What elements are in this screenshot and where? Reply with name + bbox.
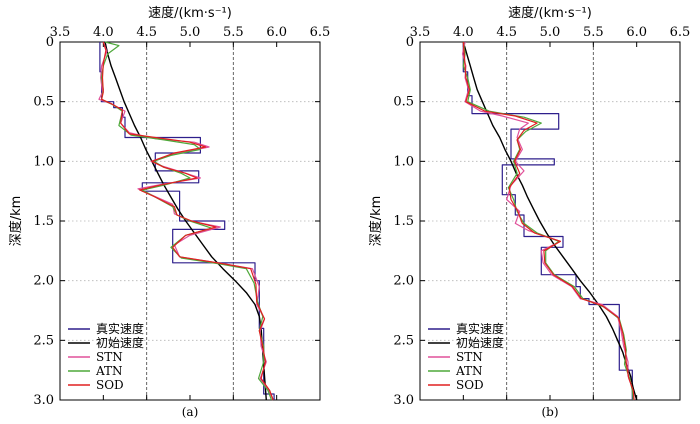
x-tick-label: 4.5 bbox=[136, 25, 157, 40]
legend-label: SOD bbox=[456, 378, 484, 392]
y-tick-label: 1.5 bbox=[33, 214, 54, 229]
y-tick-label: 0 bbox=[406, 35, 414, 50]
panel-label: (b) bbox=[541, 405, 558, 419]
y-tick-label: 0.5 bbox=[33, 95, 54, 110]
legend-label: 初始速度 bbox=[456, 335, 504, 350]
x-tick-label: 6.0 bbox=[626, 25, 647, 40]
y-tick-label: 2.5 bbox=[33, 333, 54, 348]
legend-label: STN bbox=[456, 350, 483, 364]
series-line-初始速度 bbox=[104, 41, 267, 401]
legend-label: SOD bbox=[96, 378, 124, 392]
series-line-SOD bbox=[100, 41, 274, 401]
legend-label: 真实速度 bbox=[96, 321, 144, 336]
legend-label: ATN bbox=[455, 364, 483, 378]
x-tick-label: 6.5 bbox=[670, 25, 691, 40]
y-tick-label: 2.0 bbox=[393, 274, 414, 289]
x-axis-title: 速度/(km·s⁻¹) bbox=[508, 5, 592, 21]
x-tick-label: 4.0 bbox=[93, 25, 114, 40]
y-tick-label: 1.0 bbox=[393, 154, 414, 169]
x-tick-label: 5.5 bbox=[583, 25, 604, 40]
y-tick-label: 1.0 bbox=[33, 154, 54, 169]
x-tick-label: 6.5 bbox=[310, 25, 331, 40]
y-tick-label: 3.0 bbox=[393, 393, 414, 408]
x-tick-label: 4.0 bbox=[453, 25, 474, 40]
legend-label: 初始速度 bbox=[96, 335, 144, 350]
x-tick-label: 3.5 bbox=[410, 25, 431, 40]
y-tick-label: 0.5 bbox=[393, 95, 414, 110]
legend-label: ATN bbox=[95, 364, 123, 378]
x-tick-label: 5.0 bbox=[180, 25, 201, 40]
y-tick-label: 2.0 bbox=[33, 274, 54, 289]
series-line-SOD bbox=[462, 41, 635, 401]
y-tick-label: 2.5 bbox=[393, 333, 414, 348]
y-axis-title: 深度/km bbox=[8, 196, 24, 247]
y-axis-title: 深度/km bbox=[368, 196, 384, 247]
legend-label: STN bbox=[96, 350, 123, 364]
legend-label: 真实速度 bbox=[456, 321, 504, 336]
series-line-STN bbox=[461, 41, 635, 401]
x-tick-label: 5.5 bbox=[223, 25, 244, 40]
y-tick-label: 0 bbox=[46, 35, 54, 50]
series-line-初始速度 bbox=[462, 41, 638, 401]
x-tick-label: 5.0 bbox=[540, 25, 561, 40]
x-tick-label: 6.0 bbox=[266, 25, 287, 40]
x-axis-title: 速度/(km·s⁻¹) bbox=[148, 5, 232, 21]
x-tick-label: 3.5 bbox=[50, 25, 71, 40]
y-tick-label: 1.5 bbox=[393, 214, 414, 229]
panel-label: (a) bbox=[182, 405, 199, 419]
x-tick-label: 4.5 bbox=[496, 25, 517, 40]
y-tick-label: 3.0 bbox=[33, 393, 54, 408]
